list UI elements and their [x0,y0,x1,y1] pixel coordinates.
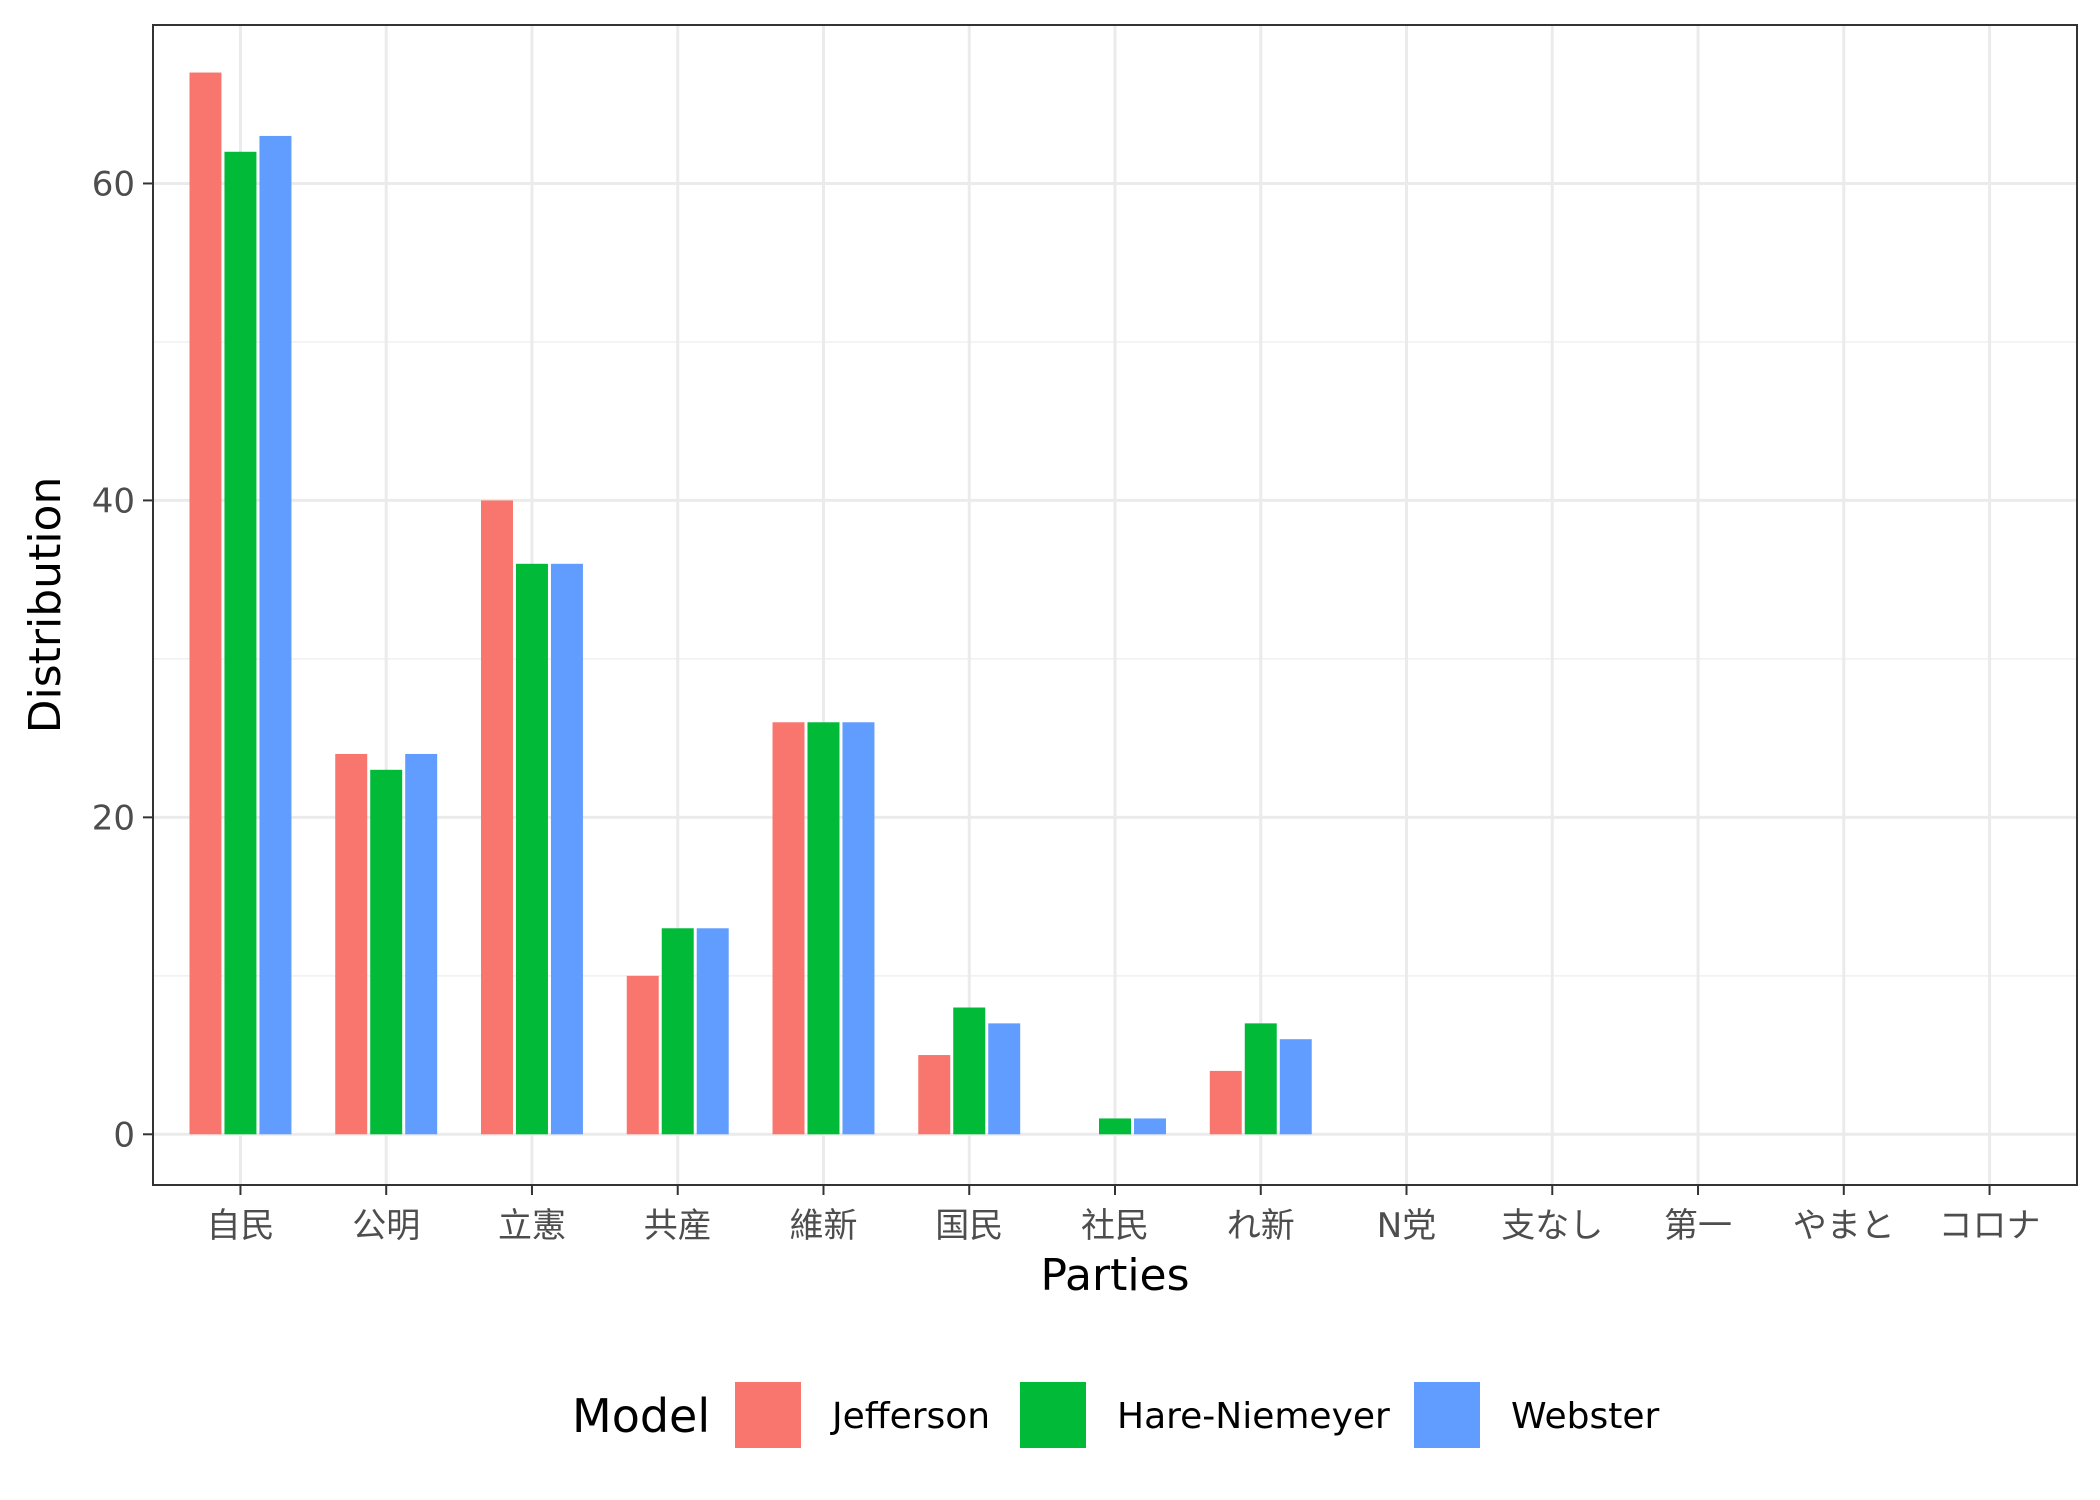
y-axis-title: Distribution [20,477,71,734]
x-tick-label: コロナ [1939,1206,2041,1246]
x-tick-label: N党 [1377,1206,1436,1246]
bar [550,563,583,1135]
bar [772,722,805,1135]
bar [515,563,548,1135]
bar [1099,1118,1131,1135]
bar [626,975,659,1135]
bars-layer [189,72,1312,1135]
legend-title: Model [572,1389,710,1443]
bar [661,928,694,1135]
x-tick-label: 共産 [644,1206,712,1246]
bar [918,1055,951,1135]
bar [1244,1023,1277,1135]
x-tick-label: 維新 [789,1206,857,1246]
bar [335,753,368,1135]
x-tick-label: 自民 [206,1206,274,1246]
y-tick-label: 20 [92,798,135,838]
bar [953,1007,986,1135]
x-tick-label: 立憲 [498,1206,566,1246]
legend-key [1414,1382,1480,1448]
bar [1279,1039,1312,1135]
x-tick-label: やまと [1793,1206,1895,1246]
y-tick-label: 60 [92,164,135,204]
bar [370,769,403,1135]
legend-label: Webster [1511,1396,1660,1437]
legend: Model Jefferson Hare-Niemeyer Webster [572,1382,1660,1448]
bar [696,928,729,1135]
bar [189,72,222,1135]
x-tick-label: 公明 [352,1206,420,1246]
x-tick-label: 第一 [1664,1206,1732,1246]
bar [224,151,257,1135]
bar [480,500,513,1135]
bar [259,135,292,1135]
legend-key [1020,1382,1086,1448]
bar [988,1023,1021,1135]
bar [842,722,875,1135]
y-tick-label: 0 [113,1115,135,1155]
x-axis: 自民 公明 立憲 共産 維新 国民 社民 れ新 N党 支なし 第一 やまと コロナ [206,1185,2041,1246]
x-axis-title: Parties [1040,1250,1189,1301]
y-axis: 0 20 40 60 [92,164,153,1155]
x-tick-label: 支なし [1501,1206,1603,1246]
bar [405,753,438,1135]
legend-label: Jefferson [830,1396,990,1437]
bar [1133,1118,1166,1135]
legend-label: Hare-Niemeyer [1117,1396,1390,1437]
bar [807,722,840,1135]
x-tick-label: れ新 [1227,1206,1295,1246]
bar [1209,1070,1242,1135]
x-tick-label: 国民 [935,1206,1003,1246]
y-tick-label: 40 [92,481,135,521]
x-tick-label: 社民 [1081,1206,1149,1246]
legend-key [735,1382,801,1448]
